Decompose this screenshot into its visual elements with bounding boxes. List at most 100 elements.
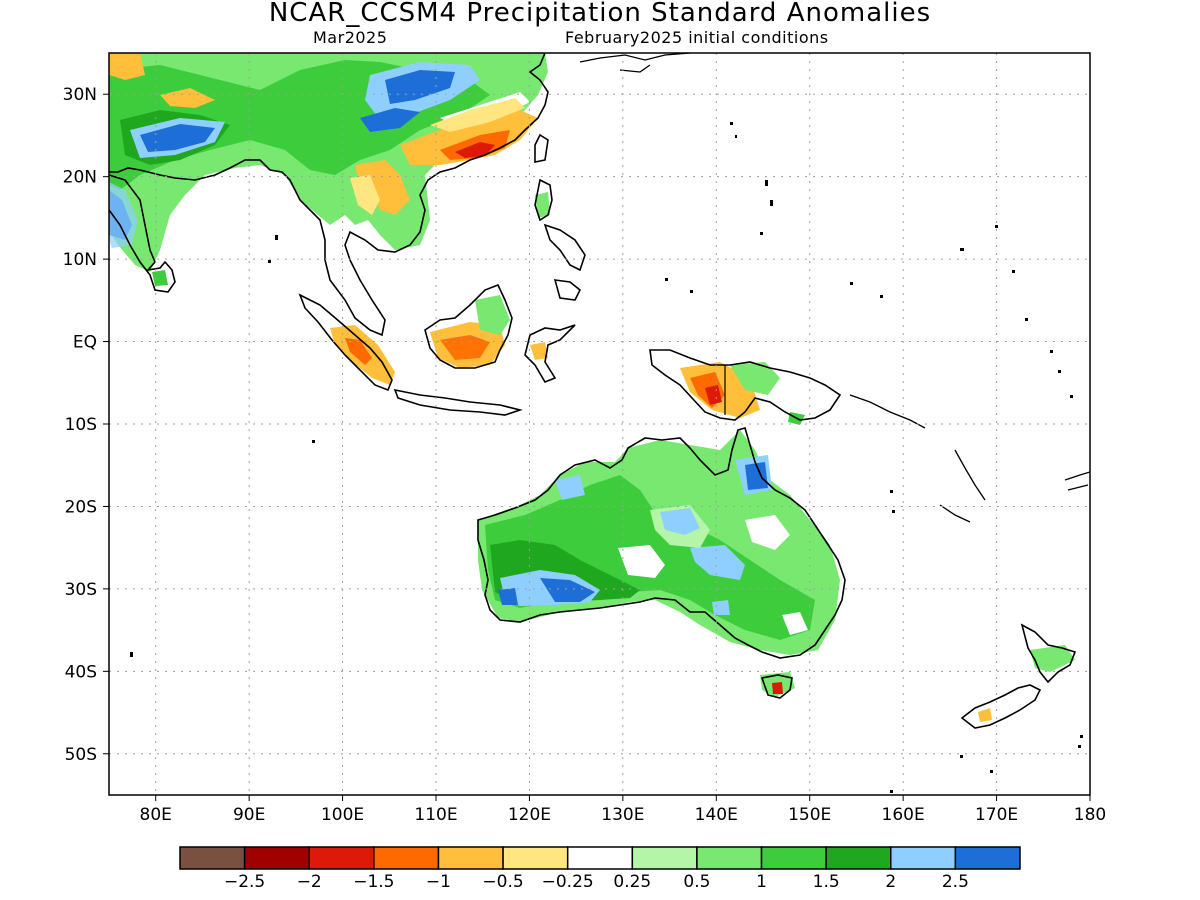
- sri-lanka-wet: [152, 270, 168, 286]
- lat-tick-label: 20S: [65, 497, 97, 517]
- asia-coastline: [109, 53, 549, 337]
- colorbar-swatch: [631, 846, 698, 870]
- tibet-extreme-wet-2: [360, 108, 420, 132]
- lat-tick-label: 10S: [65, 415, 97, 435]
- queensland-extreme-wet: [745, 462, 768, 490]
- colorbar-label: 0.5: [683, 872, 710, 892]
- west-india-very-wet: [109, 182, 138, 248]
- thailand-dry: [350, 175, 380, 215]
- colorbar-swatch: [437, 846, 504, 870]
- lon-tick-label: 110E: [414, 805, 457, 825]
- lon-tick-label: 100E: [321, 805, 364, 825]
- colorbar-label: −2: [297, 872, 322, 892]
- central-australia-very-wet-2: [660, 508, 700, 535]
- newguinea-very-dry: [705, 385, 722, 405]
- colorbar-label: 2.5: [942, 872, 969, 892]
- south-australia-very-wet: [712, 600, 730, 615]
- himalaya-dry: [160, 88, 215, 108]
- lat-tick-label: 30N: [63, 85, 97, 105]
- india-extreme-wet: [140, 124, 215, 152]
- tibet-extreme-wet: [385, 70, 455, 104]
- northwest-china-dry: [109, 53, 145, 80]
- sulawesi-dry: [530, 342, 548, 360]
- lon-tick-label: 140E: [695, 805, 738, 825]
- lon-tick-label: 150E: [788, 805, 831, 825]
- lon-tick-label: 170E: [975, 805, 1018, 825]
- colorbar-label: 1.5: [813, 872, 840, 892]
- south-china-dry: [400, 110, 538, 165]
- philippines-wet: [535, 192, 550, 218]
- southwest-australia-extreme-wet-2: [498, 588, 518, 605]
- colorbar-swatch: [696, 846, 763, 870]
- lon-tick-label: 120E: [508, 805, 551, 825]
- newzealand-south-coastline: [960, 684, 1042, 729]
- colorbar-label: −0.5: [482, 872, 523, 892]
- china-slight-dry: [430, 98, 525, 132]
- lon-tick-label: 180: [1074, 805, 1106, 825]
- anomaly-shading: [109, 53, 1075, 722]
- colorbar-swatch: [308, 846, 375, 870]
- lon-tick-label: 80E: [140, 805, 172, 825]
- colorbar-swatch: [373, 846, 440, 870]
- colorbar-swatch: [502, 846, 569, 870]
- colorbar-swatch: [760, 846, 827, 870]
- lat-tick-label: 20N: [63, 168, 97, 188]
- japan-coastline: [579, 53, 691, 73]
- map-title: NCAR_CCSM4 Precipitation Standard Anomal…: [268, 0, 932, 28]
- sumatra-dry-strong: [345, 338, 372, 365]
- colorbar-labels: −2.5 −2 −1.5 −1 −0.5 −0.25 0.25 0.5 1 1.5 2 2.5: [224, 872, 969, 892]
- lat-tick-label: 40S: [65, 662, 97, 682]
- newguinea-coastline: [649, 349, 842, 421]
- southwest-australia-extreme-wet: [540, 578, 595, 602]
- valid-month: Mar2025: [313, 28, 388, 47]
- colorbar-label: 2: [885, 872, 896, 892]
- lat-tick-label: 50S: [65, 745, 97, 765]
- latitude-labels: 30N 20N 10N EQ 10S 20S 30S 40S 50S: [63, 85, 97, 765]
- lon-tick-label: 160E: [882, 805, 925, 825]
- lon-tick-label: 130E: [601, 805, 644, 825]
- colorbar-label: −1.5: [353, 872, 394, 892]
- colorbar-swatch: [566, 846, 634, 870]
- sulawesi-coastline: [524, 324, 576, 383]
- newzealand-wet: [1030, 645, 1075, 672]
- philippines-coastline: [534, 178, 586, 301]
- northwest-australia-very-wet: [555, 475, 585, 500]
- coastlines: [109, 53, 1090, 729]
- nsw-near-normal: [782, 612, 808, 635]
- island-dots: [130, 122, 1083, 793]
- colorbar-label: −2.5: [224, 872, 265, 892]
- lon-tick-label: 90E: [233, 805, 265, 825]
- colorbar-label: −0.25: [542, 872, 594, 892]
- lat-tick-label: 10N: [63, 250, 97, 270]
- newzealand-south-dry: [978, 708, 992, 722]
- lat-tick-label: 30S: [65, 580, 97, 600]
- lat-lon-grid: [109, 53, 1090, 795]
- colorbar-swatch: [954, 846, 1021, 870]
- initial-conditions: February2025 initial conditions: [565, 28, 829, 47]
- java-coastline: [393, 388, 523, 416]
- taiwan-coastline: [534, 133, 549, 163]
- colorbar-label: −1: [426, 872, 451, 892]
- queensland-near-normal: [745, 515, 790, 550]
- south-china-very-dry: [455, 142, 495, 158]
- australia-near-normal: [618, 545, 665, 578]
- colorbar-swatch: [243, 846, 310, 870]
- tasmania-coastline: [760, 674, 793, 699]
- central-australia-very-wet: [690, 545, 745, 580]
- newguinea-wet: [730, 362, 780, 395]
- lat-tick-label: EQ: [73, 333, 97, 353]
- colorbar-swatch: [179, 846, 246, 870]
- plot-area: [109, 53, 1090, 793]
- colorbar-label: 0.25: [613, 872, 651, 892]
- australia-coastline: [477, 427, 846, 659]
- pacific-islands-coastline: [849, 394, 1090, 523]
- colorbar-label: 1: [756, 872, 767, 892]
- tasmania-very-dry: [772, 682, 783, 694]
- axis-ticks: [103, 93, 1091, 801]
- newzealand-north-coastline: [1020, 623, 1077, 684]
- longitude-labels: 80E 90E 100E 110E 120E 130E 140E 150E 160E 170E 18…: [140, 805, 1107, 825]
- colorbar: [179, 846, 1021, 870]
- sumatra-coastline: [298, 293, 393, 392]
- borneo-wet: [475, 295, 510, 335]
